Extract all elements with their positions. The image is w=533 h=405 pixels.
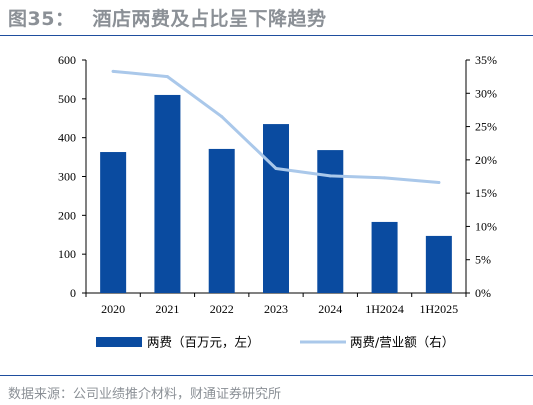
left-tick-label: 300 bbox=[58, 170, 76, 184]
x-tick-label: 2021 bbox=[155, 302, 179, 316]
line-series bbox=[111, 69, 441, 184]
line-point bbox=[437, 180, 441, 184]
x-tick-label: 2024 bbox=[318, 302, 342, 316]
left-tick-label: 500 bbox=[58, 92, 76, 106]
x-tick-label: 1H2025 bbox=[420, 302, 459, 316]
legend: 两费（百万元，左） 两费/营业额（右） bbox=[96, 335, 454, 350]
source-note: 数据来源：公司业绩推介材料，财通证券研究所 bbox=[8, 387, 282, 402]
x-tick-label: 2022 bbox=[210, 302, 234, 316]
left-tick-label: 100 bbox=[58, 247, 76, 261]
figure-title: 图35： 酒店两费及占比呈下降趋势 bbox=[8, 4, 326, 31]
bar bbox=[208, 148, 235, 293]
x-tick-label: 1H2024 bbox=[365, 302, 404, 316]
bar-series bbox=[100, 94, 452, 293]
x-tick-label: 2023 bbox=[264, 302, 288, 316]
right-tick-label: 0% bbox=[475, 286, 491, 300]
left-tick-label: 400 bbox=[58, 131, 76, 145]
figure-number: 图35： bbox=[8, 8, 75, 30]
line-point bbox=[165, 75, 169, 79]
line-point bbox=[328, 174, 332, 178]
chart: 2020 2021 2022 2023 2024 1H2024 1H2025 0 100 200… bbox=[58, 53, 497, 350]
x-axis-ticks: 2020 2021 2022 2023 2024 1H2024 1H2025 bbox=[85, 293, 467, 316]
figure-title-text: 酒店两费及占比呈下降趋势 bbox=[92, 8, 327, 30]
bar bbox=[100, 152, 127, 293]
bar bbox=[371, 221, 398, 293]
right-tick-label: 15% bbox=[475, 186, 497, 200]
figure-header: 图35： 酒店两费及占比呈下降趋势 bbox=[0, 0, 533, 36]
left-tick-label: 200 bbox=[58, 208, 76, 222]
line-point bbox=[111, 69, 115, 73]
right-tick-label: 5% bbox=[475, 253, 491, 267]
footer-rule bbox=[0, 375, 533, 376]
left-tick-label: 600 bbox=[58, 53, 76, 67]
left-axis-ticks: 0 100 200 300 400 500 600 bbox=[58, 53, 86, 300]
legend-bar-label: 两费（百万元，左） bbox=[147, 335, 260, 350]
right-tick-label: 35% bbox=[475, 53, 497, 67]
legend-bar-swatch bbox=[96, 337, 142, 347]
bar bbox=[317, 150, 344, 293]
line-point bbox=[274, 167, 278, 171]
right-tick-label: 25% bbox=[475, 120, 497, 134]
bar bbox=[263, 124, 289, 293]
x-tick-label: 2020 bbox=[101, 302, 125, 316]
bar bbox=[425, 235, 452, 293]
right-tick-label: 20% bbox=[475, 153, 497, 167]
line-point bbox=[220, 115, 224, 119]
legend-line-label: 两费/营业额（右） bbox=[350, 335, 454, 350]
right-tick-label: 30% bbox=[475, 86, 497, 100]
left-tick-label: 0 bbox=[70, 286, 76, 300]
line-point bbox=[383, 176, 387, 180]
right-axis-ticks: 0% 5% 10% 15% 20% 25% 30% 35% bbox=[466, 53, 497, 300]
header-rule bbox=[0, 35, 533, 36]
bar bbox=[154, 94, 181, 293]
right-tick-label: 10% bbox=[475, 219, 497, 233]
